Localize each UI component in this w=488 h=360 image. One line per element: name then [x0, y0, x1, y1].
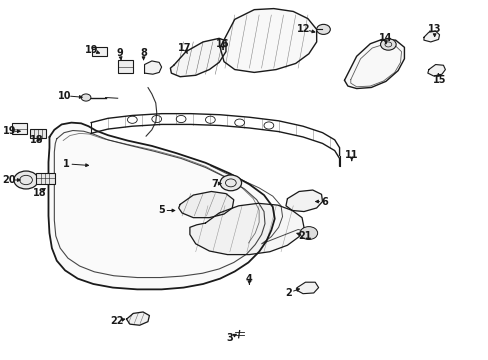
Text: 4: 4 — [245, 274, 252, 284]
Polygon shape — [220, 9, 316, 72]
Polygon shape — [144, 61, 161, 74]
FancyBboxPatch shape — [12, 123, 26, 134]
Polygon shape — [178, 192, 233, 218]
FancyBboxPatch shape — [30, 129, 45, 138]
Polygon shape — [170, 39, 225, 77]
Text: 14: 14 — [378, 33, 392, 42]
Text: 18: 18 — [29, 135, 43, 145]
Text: 6: 6 — [321, 197, 327, 207]
Text: 18: 18 — [33, 188, 46, 198]
FancyBboxPatch shape — [36, 173, 55, 184]
Text: 13: 13 — [427, 24, 441, 35]
Text: 22: 22 — [110, 316, 123, 326]
Polygon shape — [423, 31, 439, 42]
Text: 3: 3 — [226, 333, 233, 343]
Polygon shape — [344, 40, 404, 89]
Text: 17: 17 — [178, 43, 191, 53]
Polygon shape — [126, 312, 149, 325]
FancyBboxPatch shape — [92, 47, 107, 56]
Circle shape — [300, 226, 317, 239]
Text: 8: 8 — [140, 48, 147, 58]
Text: 20: 20 — [3, 175, 16, 185]
Circle shape — [316, 24, 330, 35]
Text: 1: 1 — [63, 159, 70, 169]
Text: 5: 5 — [158, 206, 164, 216]
Polygon shape — [285, 190, 322, 212]
Text: 11: 11 — [345, 150, 358, 160]
Text: 2: 2 — [285, 288, 291, 298]
Text: 21: 21 — [298, 231, 311, 241]
Circle shape — [220, 175, 241, 191]
Text: 19: 19 — [85, 45, 99, 55]
Polygon shape — [189, 203, 304, 255]
Polygon shape — [297, 282, 318, 294]
Circle shape — [14, 171, 38, 189]
Circle shape — [380, 39, 395, 50]
Text: 12: 12 — [297, 24, 310, 35]
Text: 7: 7 — [210, 179, 217, 189]
Text: 19: 19 — [3, 126, 16, 136]
FancyBboxPatch shape — [118, 59, 133, 73]
Circle shape — [81, 94, 91, 101]
Text: 15: 15 — [432, 75, 446, 85]
Polygon shape — [427, 64, 445, 76]
Text: 16: 16 — [216, 39, 229, 49]
Text: 9: 9 — [117, 48, 123, 58]
Text: 10: 10 — [58, 91, 72, 101]
